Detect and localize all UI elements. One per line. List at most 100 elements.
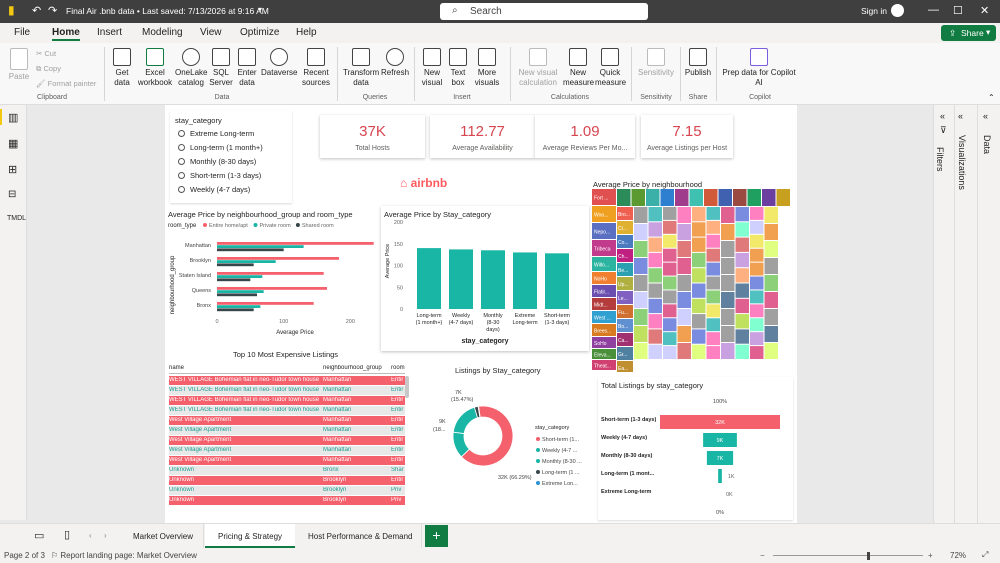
collapse-filters-icon[interactable]: « — [940, 111, 946, 121]
next-page-icon[interactable]: › — [104, 531, 107, 540]
zoom-slider-handle[interactable] — [867, 552, 870, 560]
avatar[interactable] — [891, 4, 904, 17]
fit-page-icon[interactable]: ⤢ — [982, 550, 989, 559]
price-by-group-room-chart[interactable]: Average Price by neighbourhood_group and… — [165, 205, 380, 350]
onelake-catalog-button[interactable]: OneLake catalog — [175, 48, 207, 88]
refresh-button[interactable]: Refresh — [381, 48, 409, 78]
total-listings-funnel[interactable]: Total Listings by stay_category 100% Shor… — [598, 377, 793, 520]
prev-page-icon[interactable]: ‹ — [89, 531, 92, 540]
mobile-layout-icon[interactable]: ▯ — [64, 529, 71, 541]
listings-donut-chart[interactable]: Listings by Stay_category 7K (15.47%) 9K (1… — [411, 361, 591, 501]
column-header[interactable]: room — [391, 365, 405, 371]
dataverse-button[interactable]: Dataverse — [261, 48, 297, 78]
enter-data-button[interactable]: Enter data — [235, 48, 259, 88]
table-row[interactable] — [169, 426, 405, 435]
collapse-visualizations-icon[interactable]: « — [958, 111, 964, 121]
chevron-up-icon[interactable]: ⌃ — [988, 93, 995, 102]
visualizations-pane-label[interactable]: Visualizations — [957, 135, 967, 190]
new-visual-button[interactable]: New visual — [419, 48, 445, 88]
slicer-option[interactable]: Short-term (1-3 days) — [178, 171, 261, 180]
tab-optimize[interactable]: Optimize — [240, 27, 280, 38]
radio-button[interactable] — [178, 186, 185, 193]
tmdl-view-icon[interactable]: TMDL — [7, 215, 27, 222]
add-page-button[interactable]: + — [425, 525, 448, 547]
radio-button[interactable] — [178, 172, 185, 179]
share-button[interactable]: ⇪ Share ▾ — [941, 25, 996, 41]
table-row[interactable] — [169, 386, 405, 395]
tab-file[interactable]: File — [14, 27, 31, 38]
table-row[interactable] — [169, 486, 405, 495]
table-row[interactable] — [169, 446, 405, 455]
text-box-button[interactable]: Text box — [447, 48, 469, 88]
prep-data-copilot-button[interactable]: Prep data for Copilot AI — [720, 48, 798, 88]
top-expensive-listings-table[interactable]: Top 10 Most Expensive Listings name neigh… — [165, 350, 410, 523]
tab-help[interactable]: Help — [296, 27, 317, 38]
copy-button[interactable]: ⧉ Copy — [36, 64, 61, 73]
table-row[interactable] — [169, 376, 405, 385]
tab-host-performance[interactable]: Host Performance & Demand — [296, 524, 422, 548]
report-view-icon[interactable]: ▥ — [8, 112, 19, 124]
transform-data-button[interactable]: Transform data — [343, 48, 379, 88]
sensitivity-button[interactable]: Sensitivity — [636, 48, 676, 78]
table-row[interactable] — [169, 476, 405, 485]
undo-icon[interactable]: ↶ — [32, 5, 42, 17]
kpi-average-listings[interactable]: 7.15 Average Listings per Host — [641, 115, 733, 158]
tab-pricing-strategy[interactable]: Pricing & Strategy — [205, 524, 295, 548]
table-row[interactable] — [169, 406, 405, 415]
search-box[interactable]: ⌕ Search — [440, 3, 648, 20]
slicer-option[interactable]: Extreme Long-term — [178, 129, 254, 138]
recent-sources-button[interactable]: Recent sources — [300, 48, 332, 88]
price-by-neighbourhood-treemap[interactable]: Average Price by neighbourhood Fort ... W… — [590, 177, 795, 372]
table-row[interactable] — [169, 496, 405, 505]
radio-button[interactable] — [178, 130, 185, 137]
zoom-in-button[interactable]: + — [928, 551, 933, 560]
radio-button[interactable] — [178, 158, 185, 165]
minimize-icon[interactable]: — — [928, 4, 939, 16]
table-row[interactable] — [169, 466, 405, 475]
slicer-option[interactable]: Long-term (1 month+) — [178, 143, 263, 152]
get-data-button[interactable]: Get data — [110, 48, 134, 88]
tab-modeling[interactable]: Modeling — [142, 27, 183, 38]
chevron-down-icon[interactable]: ▾ — [258, 5, 263, 14]
table-row[interactable] — [169, 416, 405, 425]
tab-view[interactable]: View — [200, 27, 222, 38]
dax-query-icon[interactable]: ⊟ — [8, 189, 17, 200]
file-title[interactable]: Final Air .bnb data • Last saved: 7/13/2… — [66, 6, 269, 16]
desktop-layout-icon[interactable]: ▭ — [34, 530, 45, 542]
redo-icon[interactable]: ↷ — [48, 5, 58, 17]
column-header[interactable]: name — [169, 365, 185, 371]
zoom-slider[interactable] — [773, 555, 923, 556]
quick-measure-button[interactable]: Quick measure — [595, 48, 626, 88]
format-painter-button[interactable]: 🖌 Format painter — [36, 79, 97, 88]
paste-button[interactable]: Paste — [6, 48, 32, 82]
slicer-option[interactable]: Weekly (4-7 days) — [178, 185, 250, 194]
new-visual-calculation-button[interactable]: New visual calculation — [515, 48, 561, 88]
price-by-stay-category-chart[interactable]: Average Price by Stay_category 0 50 100 150… — [381, 206, 589, 351]
sign-in-link[interactable]: Sign in — [861, 6, 887, 16]
scrollbar[interactable] — [405, 376, 409, 398]
tab-home[interactable]: Home — [52, 27, 80, 41]
kpi-average-availability[interactable]: 112.77 Average Availability — [430, 115, 535, 158]
table-row[interactable] — [169, 456, 405, 465]
radio-button[interactable] — [178, 144, 185, 151]
kpi-average-reviews[interactable]: 1.09 Average Reviews Per Mo... — [535, 115, 635, 158]
maximize-icon[interactable]: ☐ — [953, 5, 963, 17]
filters-pane-label[interactable]: Filters — [935, 147, 945, 172]
cut-button[interactable]: ✂ Cut — [36, 49, 57, 58]
publish-button[interactable]: Publish — [684, 48, 712, 78]
table-row[interactable] — [169, 396, 405, 405]
tab-market-overview[interactable]: Market Overview — [118, 524, 204, 548]
table-row[interactable] — [169, 436, 405, 445]
table-view-icon[interactable]: ▦ — [8, 138, 19, 150]
new-measure-button[interactable]: New measure — [563, 48, 594, 88]
column-header[interactable]: neighbourhood_group — [323, 365, 382, 371]
close-icon[interactable]: ✕ — [980, 5, 990, 17]
zoom-out-button[interactable]: − — [760, 551, 765, 560]
excel-workbook-button[interactable]: Excel workbook — [136, 48, 174, 88]
model-view-icon[interactable]: ⊞ — [8, 164, 18, 176]
sql-server-button[interactable]: SQL Server — [209, 48, 233, 88]
slicer-option[interactable]: Monthly (8-30 days) — [178, 157, 256, 166]
kpi-total-hosts[interactable]: 37K Total Hosts — [320, 115, 425, 158]
tab-insert[interactable]: Insert — [97, 27, 123, 38]
collapse-data-icon[interactable]: « — [983, 111, 989, 121]
